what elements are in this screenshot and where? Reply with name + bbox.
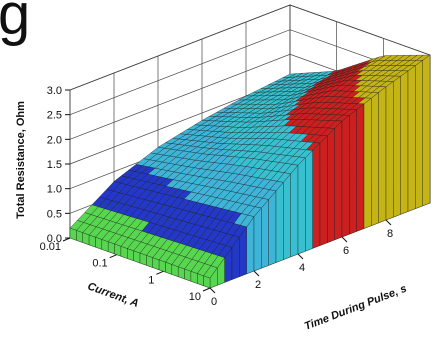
surface-front-skirt [312, 142, 321, 249]
surface-front-skirt [275, 181, 284, 263]
surface-front-skirt [422, 54, 431, 207]
x-tick-label: 10 [189, 291, 201, 303]
surface-front-skirt [261, 199, 269, 269]
surface-left-skirt [184, 268, 192, 282]
y-tick-mark [297, 253, 304, 260]
x-tick-label: 0.1 [92, 258, 107, 270]
surface-front-skirt [393, 75, 401, 218]
y-tick-mark [341, 236, 348, 243]
x-axis-label: Current, A [86, 280, 140, 310]
z-tick-label: 1.5 [47, 159, 62, 171]
surface-front-skirt [334, 120, 343, 241]
surface-left-skirt [82, 232, 90, 246]
surface-front-skirt [341, 115, 350, 238]
surface-front-skirt [297, 157, 306, 255]
y-tick-mark [253, 270, 260, 277]
z-axis-label: Total Resistance, Ohm [15, 101, 27, 219]
surface-left-skirt [133, 250, 141, 264]
y-tick-label: 8 [387, 228, 393, 240]
x-tick-mark [156, 270, 164, 275]
y-tick-label: 0 [211, 296, 217, 308]
z-tick-label: 0.5 [47, 208, 62, 220]
y-tick-mark [385, 219, 392, 226]
surface-front-skirt [363, 97, 372, 229]
surface-left-skirt [203, 275, 211, 289]
surface-left-skirt [127, 248, 134, 261]
surface-left-skirt [178, 266, 185, 280]
surface-front-skirt [378, 86, 387, 224]
z-tick-label: 0.0 [47, 233, 62, 245]
surface-left-skirt [95, 236, 102, 250]
surface-front-skirt [268, 190, 277, 266]
surface-left-skirt [190, 271, 198, 284]
surface-front-skirt [349, 109, 357, 235]
surface-front-skirt [415, 59, 423, 209]
cropped-title-fragment: g [0, 0, 31, 47]
surface-front-skirt [283, 173, 291, 260]
surface-front-skirt [290, 164, 299, 258]
surface-left-skirt [101, 239, 109, 252]
surface-left-skirt [88, 234, 96, 248]
y-axis-label: Time During Pulse, s [303, 283, 409, 333]
surface-left-skirt [69, 227, 77, 241]
x-tick-mark [62, 237, 71, 242]
surface-left-skirt [76, 230, 83, 243]
surface-left-skirt [165, 261, 172, 275]
z-tick-label: 2.0 [47, 134, 62, 146]
surface-front-skirt [400, 70, 409, 215]
surface-front-skirt [305, 150, 313, 252]
surface-front-skirt [385, 81, 394, 221]
surface-front-skirt [246, 216, 255, 275]
y-tick-label: 6 [343, 245, 349, 257]
surface-left-skirt [114, 243, 122, 257]
surface-left-skirt [152, 257, 160, 271]
surface-left-skirt [108, 241, 115, 255]
surface-front-skirt [407, 65, 416, 212]
x-tick-label: 0.01 [40, 241, 61, 253]
surface-front-skirt [371, 92, 379, 226]
surface-mesh [69, 54, 431, 289]
surface-left-skirt [197, 273, 204, 286]
z-tick-label: 2.5 [47, 110, 62, 122]
x-tick-mark [109, 254, 117, 259]
y-tick-label: 4 [299, 262, 305, 274]
surface-front-skirt [327, 127, 335, 243]
surface-front-skirt [319, 135, 328, 246]
y-tick-label: 2 [255, 279, 261, 291]
x-tick-label: 1 [148, 274, 154, 286]
x-tick-mark [202, 287, 211, 292]
surface-left-skirt [120, 246, 128, 259]
z-tick-label: 1.0 [47, 184, 62, 196]
y-tick-mark [209, 287, 216, 294]
surface-left-skirt [146, 255, 153, 268]
surface-front-skirt [253, 207, 262, 272]
z-tick-label: 3.0 [47, 85, 62, 97]
surface-left-skirt [171, 264, 179, 277]
surface-left-skirt [139, 252, 147, 266]
surface-front-skirt [356, 103, 365, 232]
surface-left-skirt [158, 259, 166, 273]
